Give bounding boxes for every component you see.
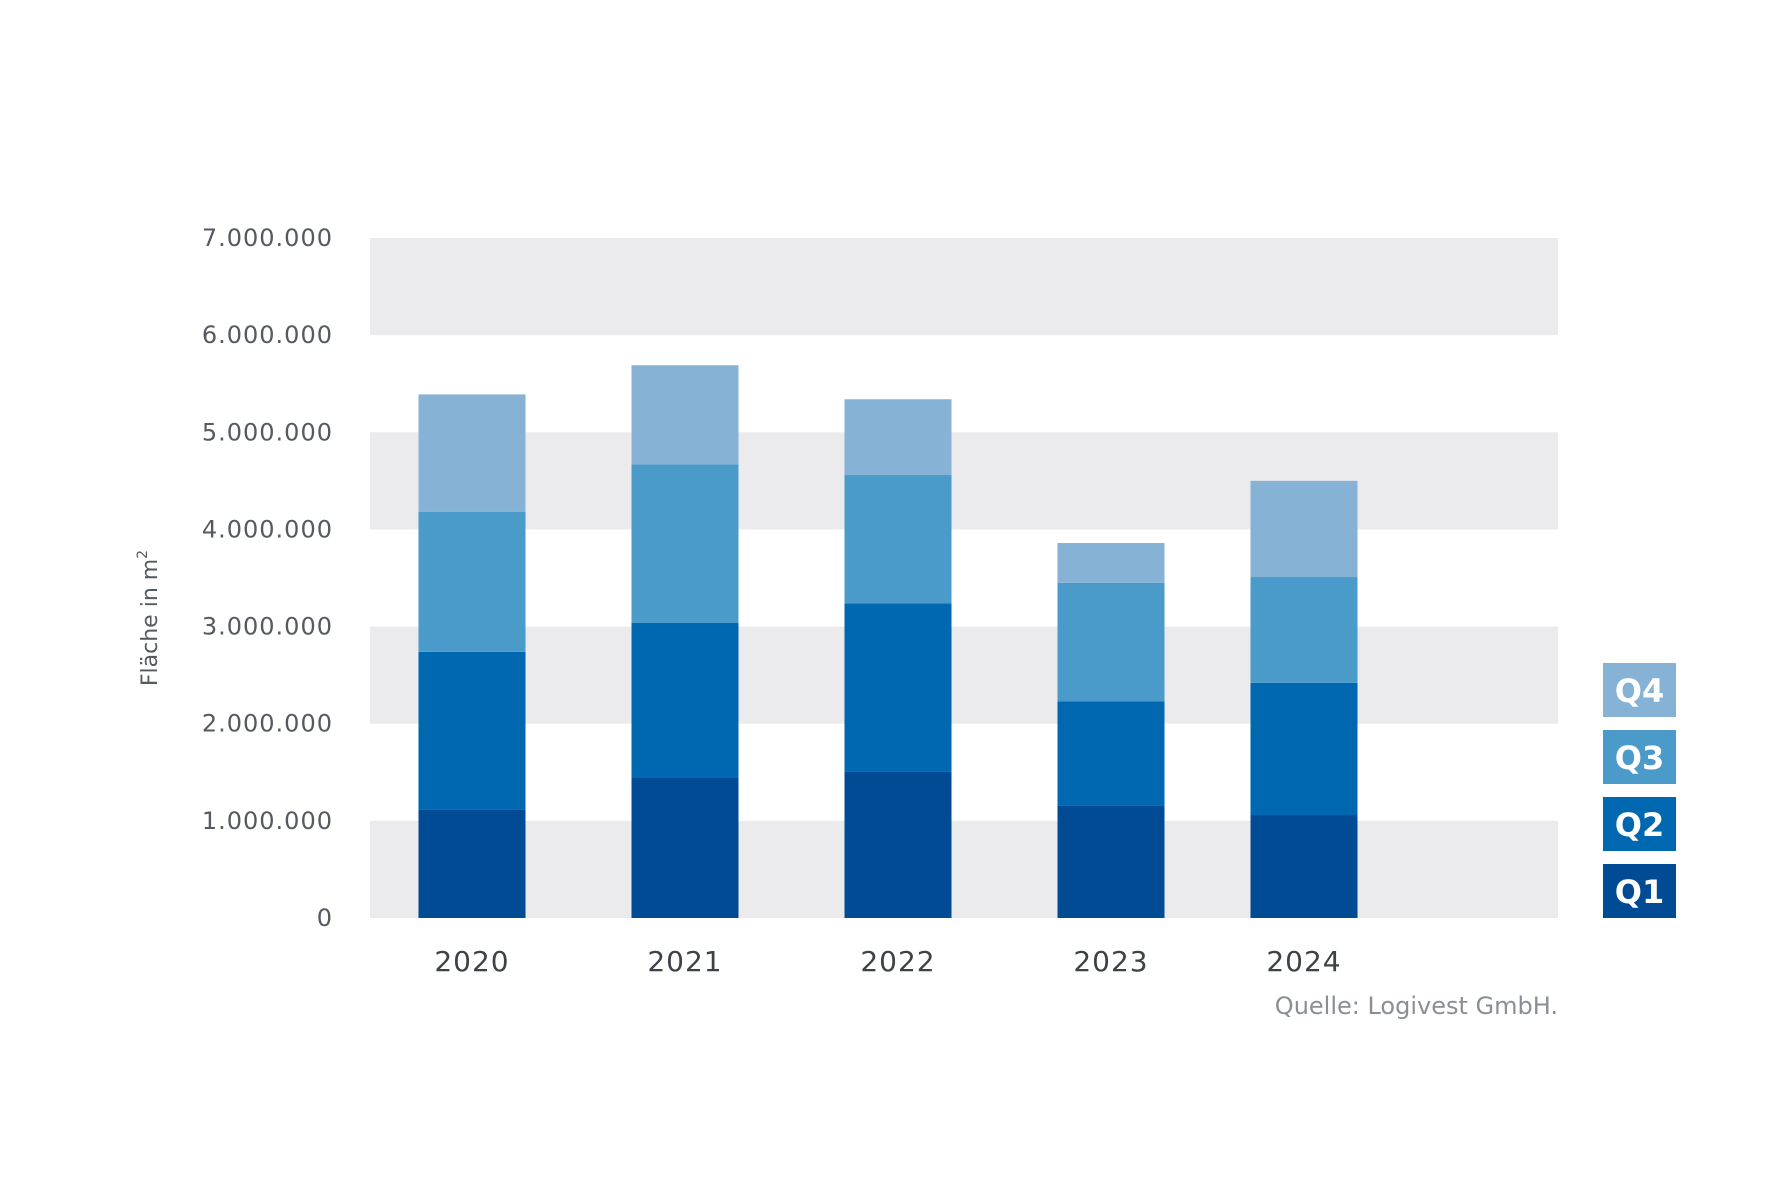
grid-band (370, 432, 1558, 530)
bar-2023-q2 (1057, 701, 1165, 806)
x-tick-label: 2023 (1073, 945, 1148, 978)
bar-2024-q3 (1250, 577, 1358, 683)
legend-label-q2: Q2 (1615, 806, 1664, 844)
bar-2020-q2 (418, 651, 526, 810)
legend-label-q4: Q4 (1615, 672, 1664, 710)
bar-2022-q3 (844, 475, 952, 604)
y-tick-label: 5.000.000 (202, 418, 333, 446)
legend-label-q1: Q1 (1615, 873, 1664, 911)
bar-2023-q3 (1057, 582, 1165, 702)
bar-2024-q2 (1250, 682, 1358, 816)
y-axis-ticks: 0 1.000.000 2.000.000 3.000.000 4.000.000 5.0… (202, 224, 333, 932)
bar-2020-q4 (418, 394, 526, 512)
bar-2022-q4 (844, 399, 952, 476)
bar-2021-q1 (631, 777, 739, 918)
y-tick-label: 3.000.000 (202, 613, 333, 641)
x-tick-label: 2022 (860, 945, 935, 978)
y-tick-label: 4.000.000 (202, 515, 333, 543)
x-tick-label: 2024 (1266, 945, 1341, 978)
bar-2020-q1 (418, 809, 526, 918)
y-tick-label: 7.000.000 (202, 224, 333, 252)
legend-swatch-q3 (1603, 730, 1676, 784)
y-axis-label: Fläche in m2 (135, 550, 163, 686)
x-tick-label: 2020 (434, 945, 509, 978)
source-note: Quelle: Logivest GmbH. (1275, 992, 1558, 1020)
x-axis-ticks: 2020 2021 2022 2023 2024 (434, 945, 1341, 978)
x-tick-label: 2021 (647, 945, 722, 978)
grid-bands (370, 238, 1558, 918)
bar-2023-q4 (1057, 543, 1165, 583)
bar-2021-q2 (631, 622, 739, 778)
y-tick-label: 0 (317, 904, 333, 932)
grid-band (370, 820, 1558, 918)
grid-band (370, 626, 1558, 724)
legend-label-q3: Q3 (1615, 739, 1664, 777)
legend-swatch-q1 (1603, 864, 1676, 918)
legend-swatch-q2 (1603, 797, 1676, 851)
bar-2024-q1 (1250, 815, 1358, 918)
legend: Q4 Q3 Q2 Q1 (1603, 663, 1676, 918)
legend-swatch-q4 (1603, 663, 1676, 717)
bar-2024-q4 (1250, 480, 1358, 578)
y-tick-label: 1.000.000 (202, 807, 333, 835)
bar-2022-q1 (844, 771, 952, 918)
bar-2020-q3 (418, 511, 526, 652)
y-tick-label: 2.000.000 (202, 710, 333, 738)
y-tick-label: 6.000.000 (202, 321, 333, 349)
bars (418, 365, 1358, 918)
bar-2023-q1 (1057, 805, 1165, 918)
bar-2021-q4 (631, 365, 739, 465)
bar-2021-q3 (631, 464, 739, 623)
grid-band (370, 238, 1558, 336)
bar-2022-q2 (844, 603, 952, 772)
